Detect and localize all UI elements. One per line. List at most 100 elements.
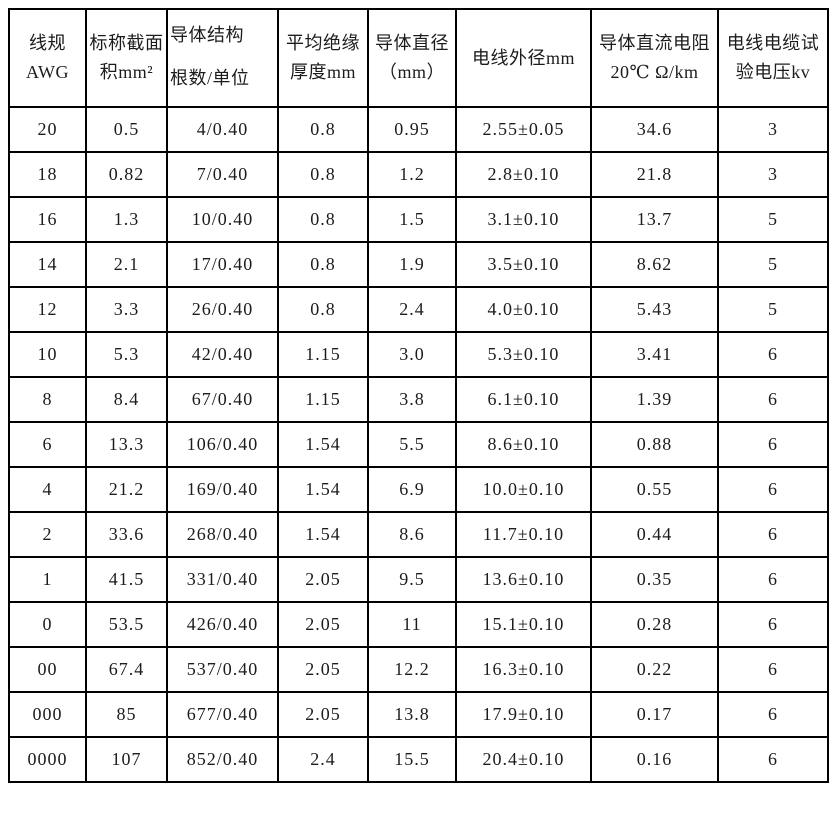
cell-outer: 20.4±0.10 [455,736,592,783]
cell-insulation: 0.8 [277,241,369,288]
column-header-area: 标称截面积mm² [85,8,168,108]
cell-structure: 10/0.40 [166,196,279,243]
cell-diameter: 1.5 [367,196,457,243]
cell-structure: 42/0.40 [166,331,279,378]
cell-diameter: 2.4 [367,286,457,333]
cell-area: 1.3 [85,196,168,243]
cell-awg: 000 [8,691,87,738]
header-row: 线规 AWG 标称截面 积mm² 导体结构 根数/单位 平均绝缘 厚度mm 导体直径 （mm） 电线… [8,8,829,108]
cell-diameter: 0.95 [367,106,457,153]
header-label: （mm） [378,62,445,82]
cell-diameter: 3.8 [367,376,457,423]
table-row: 16 1.3 10/0.40 0.8 1.5 3.1±0.10 13.7 5 [8,196,829,243]
cell-awg: 1 [8,556,87,603]
cell-insulation: 1.54 [277,511,369,558]
cell-insulation: 1.54 [277,466,369,513]
cell-outer: 2.55±0.05 [455,106,592,153]
cell-insulation: 0.8 [277,286,369,333]
column-header-voltage: 电线电缆试 验电压kv [717,8,829,108]
cell-outer: 3.1±0.10 [455,196,592,243]
cell-voltage: 6 [717,511,829,558]
table-row: 18 0.82 7/0.40 0.8 1.2 2.8±0.10 21.8 3 [8,151,829,198]
cell-structure: 852/0.40 [166,736,279,783]
cell-resistance: 21.8 [590,151,719,198]
cell-awg: 16 [8,196,87,243]
cell-diameter: 6.9 [367,466,457,513]
header-label: 根数/单位 [170,68,250,88]
table-row: 2 33.6 268/0.40 1.54 8.6 11.7±0.10 0.44 6 [8,511,829,558]
cell-outer: 13.6±0.10 [455,556,592,603]
header-label: 20℃ Ω/km [610,62,699,82]
cell-structure: 67/0.40 [166,376,279,423]
cell-resistance: 5.43 [590,286,719,333]
cell-outer: 3.5±0.10 [455,241,592,288]
cell-voltage: 6 [717,601,829,648]
cell-resistance: 13.7 [590,196,719,243]
cell-outer: 8.6±0.10 [455,421,592,468]
cell-voltage: 6 [717,466,829,513]
column-header-awg: 线规 AWG [8,8,87,108]
cell-awg: 2 [8,511,87,558]
cell-voltage: 3 [717,106,829,153]
wire-spec-table: 线规 AWG 标称截面 积mm² 导体结构 根数/单位 平均绝缘 厚度mm 导体直径 （mm） 电线… [8,8,829,783]
cell-structure: 677/0.40 [166,691,279,738]
column-header-insulation: 平均绝缘厚度mm [277,8,369,108]
cell-awg: 6 [8,421,87,468]
cell-outer: 4.0±0.10 [455,286,592,333]
cell-structure: 17/0.40 [166,241,279,288]
cell-awg: 4 [8,466,87,513]
cell-structure: 7/0.40 [166,151,279,198]
header-label: 积mm² [99,62,154,82]
header-label: 电线外径mm [471,47,575,68]
cell-insulation: 0.8 [277,151,369,198]
cell-awg: 20 [8,106,87,153]
cell-resistance: 1.39 [590,376,719,423]
table-body: 20 0.5 4/0.40 0.8 0.95 2.55±0.05 34.6 3 18 0.82 7/… [8,106,829,783]
cell-structure: 169/0.40 [166,466,279,513]
cell-awg: 0000 [8,736,87,783]
cell-resistance: 3.41 [590,331,719,378]
table-row: 10 5.3 42/0.40 1.15 3.0 5.3±0.10 3.41 6 [8,331,829,378]
cell-voltage: 6 [717,376,829,423]
table-row: 20 0.5 4/0.40 0.8 0.95 2.55±0.05 34.6 3 [8,106,829,153]
cell-area: 21.2 [85,466,168,513]
cell-structure: 331/0.40 [166,556,279,603]
cell-area: 41.5 [85,556,168,603]
cell-outer: 2.8±0.10 [455,151,592,198]
cell-outer: 5.3±0.10 [455,331,592,378]
header-label: 厚度mm [289,62,356,82]
cell-structure: 537/0.40 [166,646,279,693]
cell-diameter: 9.5 [367,556,457,603]
cell-outer: 10.0±0.10 [455,466,592,513]
table-row: 00 67.4 537/0.40 2.05 12.2 16.3±0.10 0.22 6 [8,646,829,693]
cell-insulation: 1.15 [277,376,369,423]
cell-area: 0.82 [85,151,168,198]
header-label: 导体直径 [375,33,449,53]
column-header-structure: 导体结构 根数/单位 [166,8,279,108]
cell-voltage: 6 [717,736,829,783]
cell-insulation: 2.05 [277,691,369,738]
cell-insulation: 2.4 [277,736,369,783]
header-label: 电线电缆试 [726,33,820,53]
cell-diameter: 5.5 [367,421,457,468]
cell-resistance: 0.44 [590,511,719,558]
cell-awg: 8 [8,376,87,423]
cell-voltage: 6 [717,691,829,738]
cell-insulation: 1.15 [277,331,369,378]
header-label: 标称截面 [89,33,164,53]
table-row: 14 2.1 17/0.40 0.8 1.9 3.5±0.10 8.62 5 [8,241,829,288]
cell-resistance: 0.17 [590,691,719,738]
cell-area: 85 [85,691,168,738]
cell-structure: 26/0.40 [166,286,279,333]
cell-insulation: 0.8 [277,196,369,243]
cell-resistance: 0.55 [590,466,719,513]
table-header: 线规 AWG 标称截面 积mm² 导体结构 根数/单位 平均绝缘 厚度mm 导体直径 （mm） 电线… [8,8,829,108]
cell-outer: 16.3±0.10 [455,646,592,693]
cell-area: 13.3 [85,421,168,468]
cell-awg: 00 [8,646,87,693]
cell-area: 53.5 [85,601,168,648]
cell-insulation: 2.05 [277,646,369,693]
cell-voltage: 6 [717,556,829,603]
header-label: 平均绝缘 [286,33,360,53]
cell-area: 33.6 [85,511,168,558]
